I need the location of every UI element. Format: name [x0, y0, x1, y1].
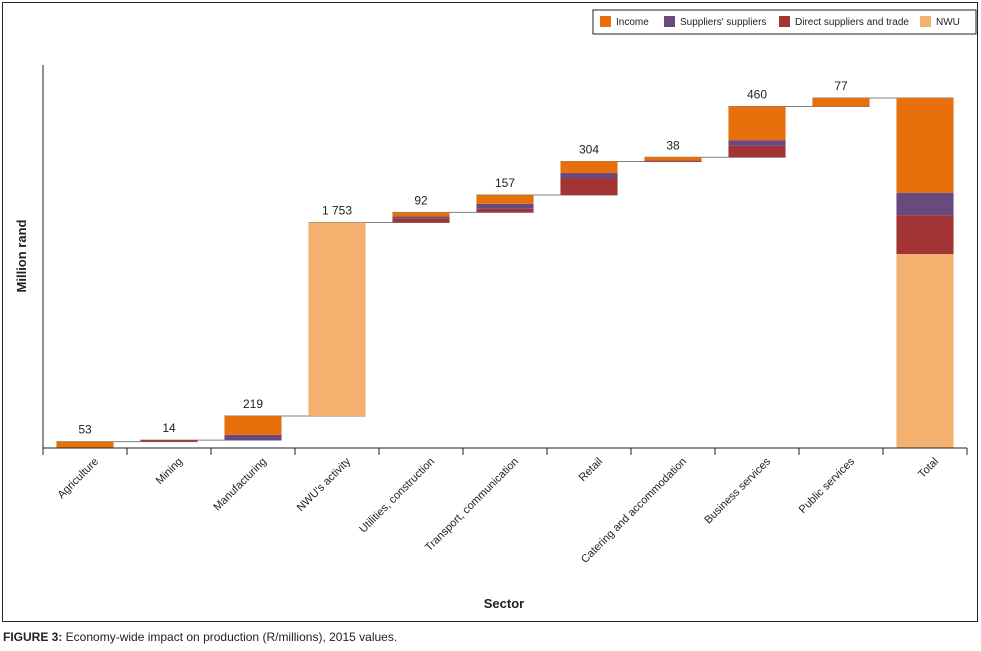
legend: Income Suppliers' suppliers Direct supplie… — [592, 9, 977, 35]
x-tick-label: NWU's activity — [295, 455, 354, 514]
bar-segment-suppliers-suppliers — [224, 434, 282, 441]
bar-segment-direct-suppliers-and-trade — [560, 178, 618, 196]
legend-label: Suppliers' suppliers — [680, 17, 766, 28]
x-tick-label: Transport, communication — [423, 456, 521, 554]
legend-label: NWU — [936, 17, 960, 28]
data-label: 460 — [747, 87, 767, 101]
legend-box — [592, 9, 977, 35]
bar-segment-income — [392, 212, 450, 217]
bar-segment-income — [56, 441, 114, 448]
data-label: 77 — [834, 79, 848, 93]
bar-segment-suppliers-suppliers — [728, 140, 786, 146]
x-tick-label: Utilities, construction — [357, 456, 437, 536]
x-tick-label: Business services — [702, 455, 773, 526]
bar-segment-direct-suppliers-and-trade — [644, 160, 702, 162]
x-tick-label: Public services — [797, 455, 858, 516]
bar-segment-income — [224, 415, 282, 435]
bar-segment-direct-suppliers-and-trade — [476, 208, 534, 213]
legend-label: Income — [616, 17, 649, 28]
x-tick-label: Manufacturing — [211, 456, 269, 514]
data-label: 1 753 — [322, 203, 352, 217]
bar-segment-nwu — [308, 222, 366, 416]
bar-segment-suppliers-suppliers — [476, 203, 534, 209]
legend-label: Direct suppliers and trade — [795, 17, 909, 28]
bar-segment-income — [728, 106, 786, 141]
y-axis-title: Million rand — [14, 219, 29, 292]
bar-segment-income — [560, 161, 618, 174]
x-tick-label: Agriculture — [55, 456, 101, 502]
figure-caption: FIGURE 3: Economy-wide impact on product… — [3, 630, 397, 644]
bar-segment-nwu — [896, 254, 954, 448]
bar-segment-suppliers-suppliers — [560, 173, 618, 179]
x-tick-label: Total — [916, 456, 941, 481]
data-label: 304 — [579, 142, 599, 156]
bar-segment-income — [476, 195, 534, 204]
x-tick-label: Mining — [154, 456, 185, 487]
data-label: 92 — [414, 193, 428, 207]
data-label: 219 — [243, 397, 263, 411]
bar-segment-direct-suppliers-and-trade — [140, 440, 198, 442]
legend-swatch — [600, 16, 611, 27]
legend-swatch — [664, 16, 675, 27]
bar-segment-suppliers-suppliers — [392, 216, 450, 219]
figure-frame — [2, 2, 978, 622]
caption-label: FIGURE 3: — [3, 630, 63, 644]
bar-segment-income — [896, 98, 954, 193]
bar-segment-direct-suppliers-and-trade — [728, 145, 786, 158]
legend-swatch — [779, 16, 790, 27]
x-axis-title: Sector — [484, 596, 524, 611]
bar-segment-direct-suppliers-and-trade — [896, 215, 954, 255]
data-label: 157 — [495, 176, 515, 190]
bar-segment-suppliers-suppliers — [896, 192, 954, 216]
x-tick-label: Retail — [577, 456, 605, 484]
bar-segment-income — [812, 98, 870, 107]
bar-segment-direct-suppliers-and-trade — [392, 218, 450, 223]
data-label: 53 — [78, 423, 92, 437]
data-label: 38 — [666, 138, 680, 152]
bar-segment-income — [644, 157, 702, 161]
legend-swatch — [920, 16, 931, 27]
data-label: 14 — [162, 421, 176, 435]
caption-text: Economy-wide impact on production (R/mil… — [62, 630, 398, 644]
waterfall-chart: Income Suppliers' suppliers Direct supplie… — [14, 9, 977, 611]
